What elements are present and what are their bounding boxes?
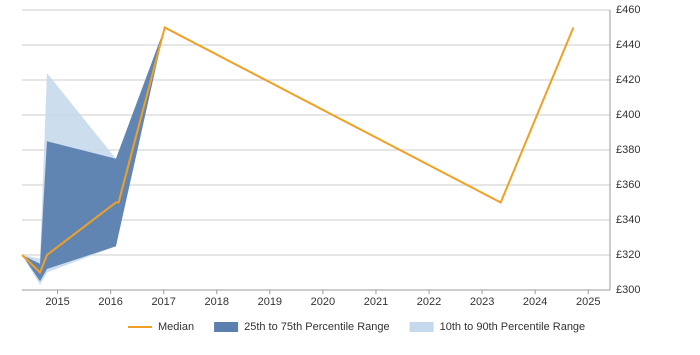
x-tick-label: 2017 <box>151 296 175 308</box>
x-tick-label: 2016 <box>98 296 122 308</box>
y-tick-label: £300 <box>616 284 640 296</box>
x-tick-label: 2022 <box>417 296 441 308</box>
x-tick-label: 2021 <box>364 296 388 308</box>
x-tick-label: 2019 <box>258 296 282 308</box>
percentile-range <box>22 27 165 282</box>
x-tick-label: 2025 <box>576 296 600 308</box>
y-tick-label: £320 <box>616 249 640 261</box>
legend-label: Median <box>158 321 194 333</box>
x-tick-label: 2020 <box>311 296 335 308</box>
legend-label: 25th to 75th Percentile Range <box>244 321 390 333</box>
legend-swatch <box>409 322 434 332</box>
x-tick-label: 2024 <box>523 296 547 308</box>
y-tick-label: £460 <box>616 4 640 16</box>
x-tick-label: 2015 <box>45 296 69 308</box>
y-tick-label: £400 <box>616 109 640 121</box>
y-tick-label: £340 <box>616 214 640 226</box>
median-line <box>21 26 575 275</box>
y-tick-label: £380 <box>616 144 640 156</box>
x-tick-label: 2018 <box>205 296 229 308</box>
x-tick-label: 2023 <box>470 296 494 308</box>
legend-label: 10th to 90th Percentile Range <box>440 321 586 333</box>
y-tick-label: £420 <box>616 74 640 86</box>
y-tick-label: £360 <box>616 179 640 191</box>
y-tick-label: £440 <box>616 39 640 51</box>
legend-swatch <box>214 322 239 332</box>
